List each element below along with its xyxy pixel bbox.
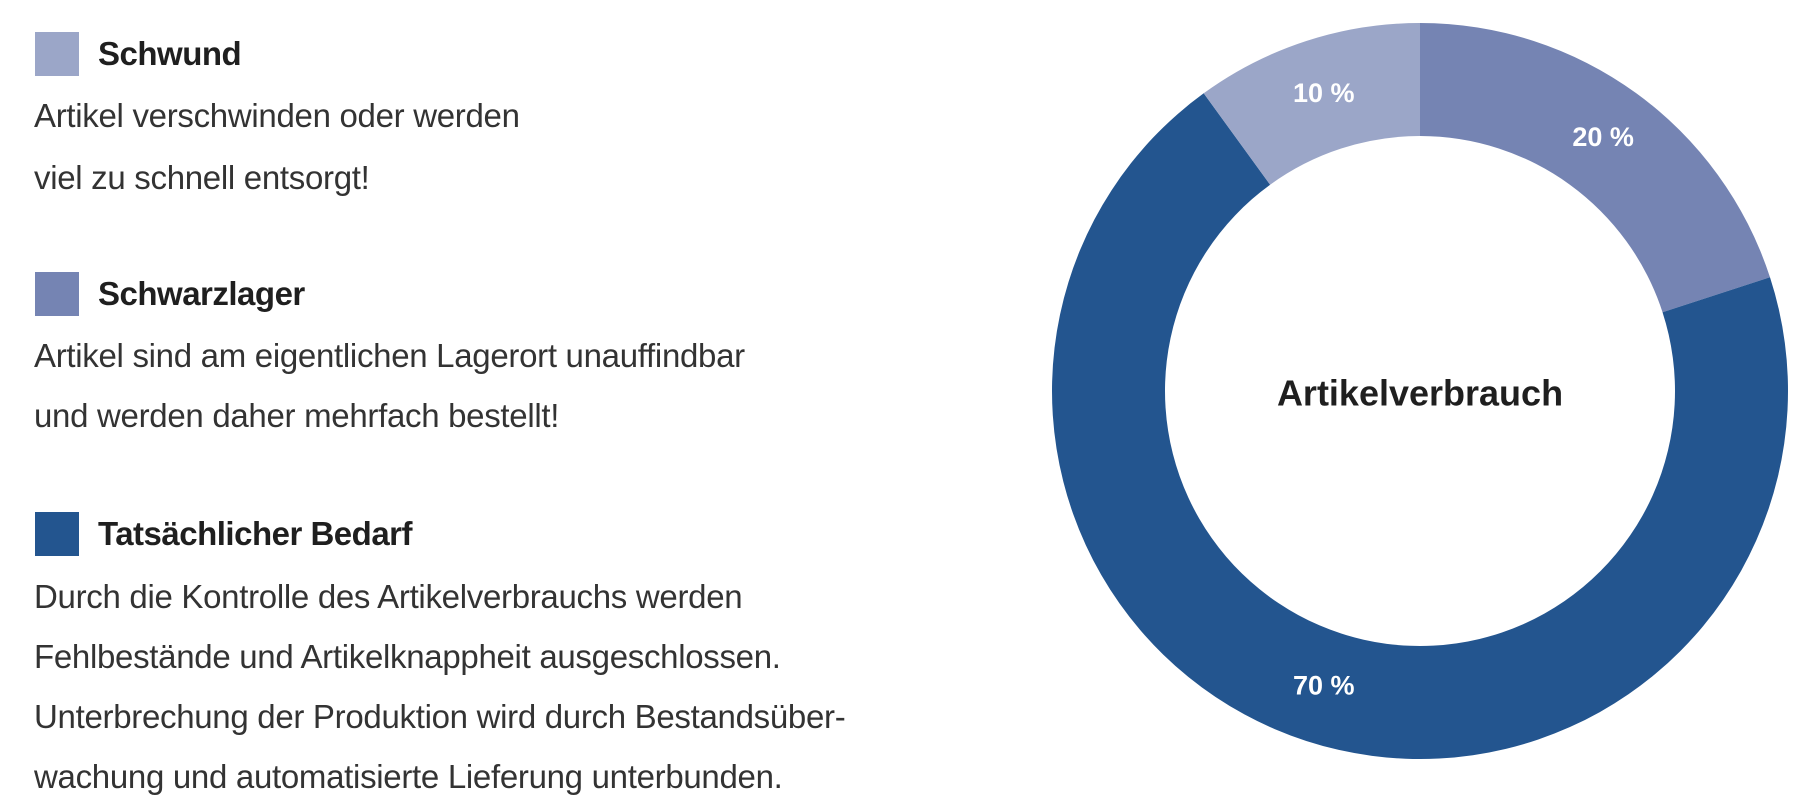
chart-title: Artikelverbrauch (1277, 373, 1563, 414)
legend-swatch-bedarf (35, 512, 79, 556)
legend-text: Fehlbestände und Artikelknappheit ausges… (34, 638, 781, 675)
legend-text: Artikel verschwinden oder werden (34, 97, 520, 134)
slice-label: 20 % (1572, 122, 1634, 152)
donut-slice-tats-chlicher-bedarf (1052, 93, 1788, 760)
legend-swatch-schwund (35, 32, 79, 76)
legend-text: Durch die Kontrolle des Artikelverbrauch… (34, 578, 743, 615)
legend-title-bedarf: Tatsächlicher Bedarf (98, 515, 413, 552)
legend-title-schwund: Schwund (98, 35, 242, 72)
slice-label: 70 % (1293, 670, 1355, 700)
legend-title-schwarzlager: Schwarzlager (98, 275, 305, 312)
slice-label: 10 % (1293, 78, 1355, 108)
legend-text: viel zu schnell entsorgt! (34, 159, 370, 196)
legend-text: Artikel sind am eigentlichen Lagerort un… (34, 337, 745, 374)
donut-slice-schwund (1203, 23, 1420, 185)
legend-swatch-schwarzlager (35, 272, 79, 316)
donut-slice-schwarzlager (1420, 23, 1770, 313)
legend-text: Unterbrechung der Produktion wird durch … (34, 698, 846, 735)
legend-text: und werden daher mehrfach bestellt! (34, 397, 560, 434)
legend-text: wachung und automatisierte Lieferung unt… (34, 758, 783, 795)
